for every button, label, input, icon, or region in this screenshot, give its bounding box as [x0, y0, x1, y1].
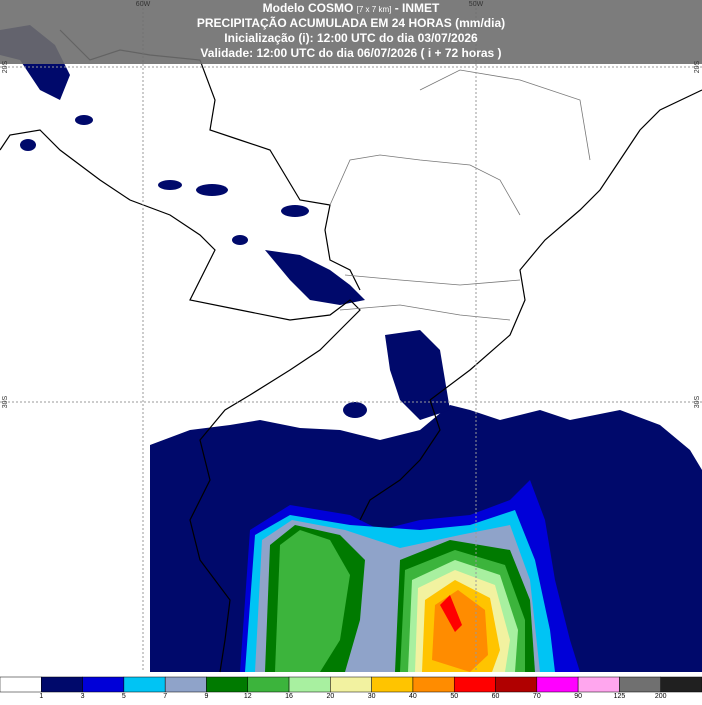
colorbar-label: 5: [122, 693, 126, 700]
colorbar-label: 12: [244, 693, 252, 700]
header-init: Inicialização (i): 12:00 UTC do dia 03/0…: [224, 31, 478, 45]
colorbar-label: 1: [39, 693, 43, 700]
colorbar-swatch: [660, 676, 702, 693]
state-borders: [329, 69, 591, 321]
lat-label: 30S: [2, 395, 9, 408]
colorbar-label: 60: [492, 693, 500, 700]
colorbar-swatch: [247, 676, 290, 693]
colorbar-label: 7: [163, 693, 167, 700]
colorbar-label: 16: [285, 693, 293, 700]
colorbar-label: 50: [450, 693, 458, 700]
colorbar-swatch: [82, 676, 125, 693]
lon-label: 50W: [469, 1, 484, 8]
colorbar-label: 20: [326, 693, 334, 700]
colorbar-swatch: [536, 676, 579, 693]
colorbar-label: 9: [205, 693, 209, 700]
lon-label: 60W: [136, 1, 151, 8]
colorbar-swatch: [330, 676, 372, 693]
header-model: Modelo COSMO [7 x 7 km] - INMET: [263, 1, 440, 15]
header-title: PRECIPITAÇÃO ACUMULADA EM 24 HORAS (mm/d…: [197, 15, 505, 30]
colorbar: 1 3 5 7 9 12 16 20 30 40 50 60 70 90 125 200: [0, 676, 702, 700]
colorbar-label: 30: [368, 693, 376, 700]
colorbar-label: 70: [533, 693, 541, 700]
header-band: [0, 0, 702, 64]
header-valid: Validade: 12:00 UTC do dia 06/07/2026 ( …: [200, 46, 501, 60]
colorbar-swatch: [412, 676, 455, 693]
lat-label: 30S: [694, 395, 701, 408]
colorbar-swatch: [619, 676, 661, 693]
lat-label: 20S: [2, 60, 9, 73]
colorbar-label: 3: [81, 693, 85, 700]
colorbar-label: 200: [655, 693, 667, 700]
colorbar-swatch: [0, 676, 42, 693]
colorbar-label: 90: [574, 693, 582, 700]
colorbar-label: 125: [614, 693, 626, 700]
colorbar-swatch: [123, 676, 166, 693]
colorbar-swatch: [371, 676, 414, 693]
colorbar-swatch: [206, 676, 249, 693]
colorbar-swatch: [495, 676, 538, 693]
lat-label: 20S: [694, 60, 701, 73]
colorbar-swatch: [288, 676, 331, 693]
colorbar-swatch: [577, 676, 620, 693]
colorbar-label: 40: [409, 693, 417, 700]
colorbar-swatch: [41, 676, 83, 693]
colorbar-swatch: [164, 676, 207, 693]
colorbar-swatch: [453, 676, 496, 693]
graticule: [0, 0, 702, 672]
precipitation: [0, 25, 702, 672]
